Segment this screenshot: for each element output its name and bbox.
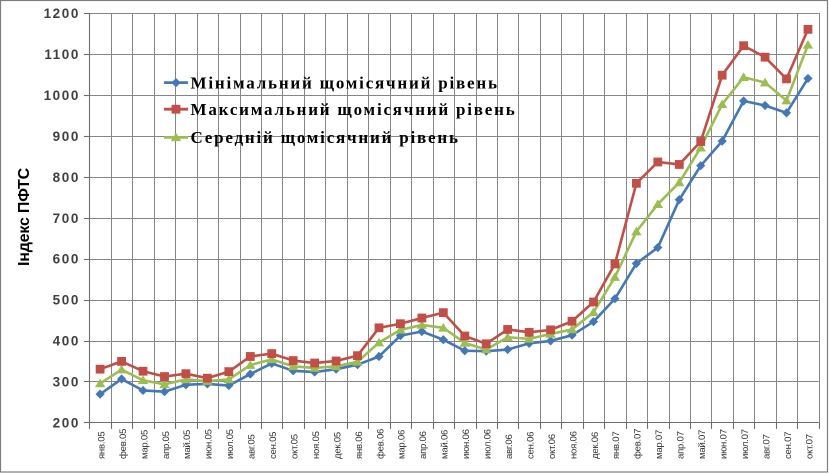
svg-text:фев.05: фев.05 [118, 429, 129, 459]
svg-text:Індекс ПФТС: Індекс ПФТС [16, 167, 33, 266]
svg-text:янв.06: янв.06 [354, 432, 365, 459]
svg-text:Мінімальний щомісячний рівень: Мінімальний щомісячний рівень [191, 73, 499, 92]
svg-text:ноя.06: ноя.06 [568, 431, 579, 459]
svg-text:июл.06: июл.06 [483, 429, 494, 459]
svg-text:май.07: май.07 [697, 430, 708, 459]
svg-text:дек.05: дек.05 [332, 432, 343, 459]
svg-text:Максимальний щомісячний рівень: Максимальний щомісячний рівень [191, 100, 517, 119]
svg-text:400: 400 [53, 334, 80, 349]
svg-text:1000: 1000 [44, 88, 80, 103]
svg-text:июл.05: июл.05 [225, 429, 236, 459]
svg-text:фев.07: фев.07 [633, 429, 644, 459]
svg-text:200: 200 [53, 416, 80, 431]
svg-text:янв.05: янв.05 [96, 432, 107, 459]
svg-text:авг.06: авг.06 [504, 434, 515, 459]
svg-text:окт.05: окт.05 [289, 434, 300, 459]
svg-text:700: 700 [53, 211, 80, 226]
svg-text:апр.05: апр.05 [161, 431, 172, 459]
svg-text:800: 800 [53, 170, 80, 185]
svg-text:Середній щомісячний рівень: Середній щомісячний рівень [191, 128, 460, 147]
svg-text:авг.05: авг.05 [247, 434, 258, 459]
svg-text:окт.06: окт.06 [547, 434, 558, 459]
svg-text:май.05: май.05 [182, 430, 193, 459]
svg-text:май.06: май.06 [440, 430, 451, 459]
svg-text:мар.05: мар.05 [139, 430, 150, 459]
svg-text:сен.05: сен.05 [268, 432, 279, 459]
svg-text:1200: 1200 [44, 6, 80, 21]
svg-text:сен.06: сен.06 [525, 432, 536, 459]
svg-text:сен.07: сен.07 [783, 432, 794, 459]
svg-text:июн.06: июн.06 [461, 429, 472, 459]
svg-text:мар.07: мар.07 [654, 430, 665, 459]
svg-text:ноя.05: ноя.05 [311, 431, 322, 459]
svg-text:июн.07: июн.07 [718, 429, 729, 459]
svg-text:мар.06: мар.06 [397, 430, 408, 459]
svg-text:дек.06: дек.06 [590, 432, 601, 459]
svg-text:600: 600 [53, 252, 80, 267]
svg-text:окт.07: окт.07 [804, 434, 815, 459]
svg-text:900: 900 [53, 129, 80, 144]
svg-text:фев.06: фев.06 [375, 429, 386, 459]
svg-text:авг.07: авг.07 [761, 434, 772, 459]
svg-text:апр.07: апр.07 [676, 431, 687, 459]
svg-text:500: 500 [53, 293, 80, 308]
svg-text:июл.07: июл.07 [740, 429, 751, 459]
svg-text:июн.05: июн.05 [204, 429, 215, 459]
svg-text:300: 300 [53, 375, 80, 390]
svg-text:янв.07: янв.07 [611, 432, 622, 459]
svg-text:1100: 1100 [44, 47, 80, 62]
svg-text:апр.06: апр.06 [418, 431, 429, 459]
